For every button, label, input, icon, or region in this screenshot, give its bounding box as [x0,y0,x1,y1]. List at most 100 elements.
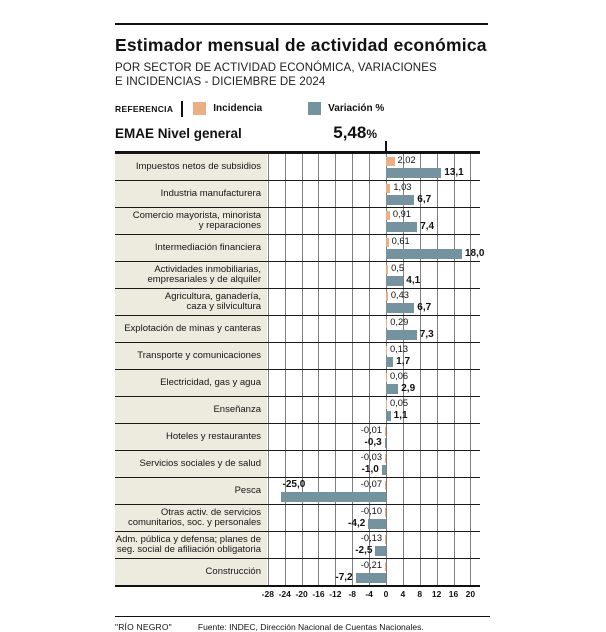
incidencia-bar [385,562,386,571]
gridline [318,343,320,369]
gridline [352,370,354,396]
zero-gridline [386,370,387,396]
gridline [335,343,337,369]
variacion-value: -0,3 [364,437,382,448]
gridline [284,289,286,315]
gridline [301,316,303,342]
gridline [453,343,455,369]
zero-gridline [386,208,387,234]
gridline [335,397,337,423]
emae-value-number: 5,48 [333,123,367,142]
gridline [318,451,320,477]
incidencia-color-swatch [193,102,207,115]
gridline [402,532,404,558]
gridline [352,424,354,450]
gridline [284,397,286,423]
chart-row: Adm. pública y defensa; planes de seg. so… [115,531,480,558]
chart-row: Transporte y comunicaciones 0,13 1,7 [115,342,480,369]
zero-gridline [386,235,387,261]
gridline [284,532,286,558]
plot-area: 0,06 2,9 [267,370,480,396]
incidencia-value: 0,29 [390,317,409,327]
incidencia-value: -0,13 [360,533,382,543]
sector-label: Adm. pública y defensa; planes de seg. so… [115,532,267,558]
plot-area: -0,07 -25,0 [267,478,480,504]
gridline [335,424,337,450]
gridline [470,289,472,315]
gridline [436,208,438,234]
gridline [453,478,455,504]
gridline [419,343,421,369]
gridline [369,370,371,396]
gridline [470,262,472,288]
gridline [318,289,320,315]
sector-label-line: Explotación de minas y canteras [124,322,261,334]
chart-row: Industria manufacturera 1,03 6,7 [115,180,480,207]
gridline [369,478,371,504]
incidencia-value: 0,05 [390,398,409,408]
gridline [453,208,455,234]
gridline [436,343,438,369]
zero-gridline [386,316,387,342]
gridline [402,343,404,369]
sector-label-line: Agricultura, ganadería, [164,290,261,302]
gridline [369,154,371,180]
gridline [352,316,354,342]
gridline [402,262,404,288]
gridline [402,478,404,504]
gridline [352,154,354,180]
variacion-bar [381,464,386,475]
variacion-value: 13,1 [444,167,464,178]
gridline [470,316,472,342]
variacion-value: 2,9 [401,383,416,394]
sector-label-line: Intermediación financiera [154,241,261,253]
x-axis-tick-label: -4 [365,589,373,599]
gridline [419,181,421,207]
emae-general-row: EMAE Nivel general 5,48% [115,123,480,147]
subtitle-line-1: POR SECTOR DE ACTIVIDAD ECONÓMICA, VARIA… [115,62,437,74]
incidencia-bar [385,535,386,544]
gridline [318,370,320,396]
plot-area: -0,03 -1,0 [267,451,480,477]
sector-label-line: Adm. pública y defensa; planes de [115,533,261,545]
plot-area: 0,05 1,1 [267,397,480,423]
sector-label-line: comunitarios, soc. y personales [127,517,261,528]
gridline [369,451,371,477]
gridline [470,478,472,504]
chart-row: Enseñanza 0,05 1,1 [115,396,480,423]
incidencia-value: 0,61 [391,236,410,246]
chart-row: Electricidad, gas y agua 0,06 2,9 [115,369,480,396]
gridline [301,559,303,585]
publisher-credit: "RÍO NEGRO" [115,622,172,632]
gridline [284,559,286,585]
gridline [267,181,269,207]
variacion-value: -2,5 [355,545,373,556]
gridline [352,505,354,531]
gridline [453,289,455,315]
incidencia-bar [386,373,387,382]
variacion-bar [386,329,417,340]
gridline [352,478,354,504]
plot-area: 0,29 7,3 [267,316,480,342]
sector-label: Comercio mayorista, minorista y reparacio… [115,208,267,234]
gridline [453,235,455,261]
gridline [436,478,438,504]
gridline [369,343,371,369]
chart-row: Explotación de minas y canteras 0,29 7,3 [115,315,480,342]
chart-row: Otras activ. de servicios comunitarios, s… [115,504,480,531]
gridline [369,316,371,342]
sector-label-line: y reparaciones [198,220,261,231]
variacion-value: 18,0 [464,248,485,259]
gridline [419,559,421,585]
gridline [352,262,354,288]
variacion-bar [384,437,386,448]
gridline [436,154,438,180]
gridline [369,505,371,531]
chart-row: Servicios sociales y de salud -0,03 -1,0 [115,450,480,477]
gridline [284,235,286,261]
sector-label-line: Electricidad, gas y agua [160,376,261,388]
sector-label-line: Construcción [205,565,261,577]
incidencia-value: -0,21 [360,560,382,570]
incidencia-value: 0,06 [390,371,409,381]
gridline [352,532,354,558]
